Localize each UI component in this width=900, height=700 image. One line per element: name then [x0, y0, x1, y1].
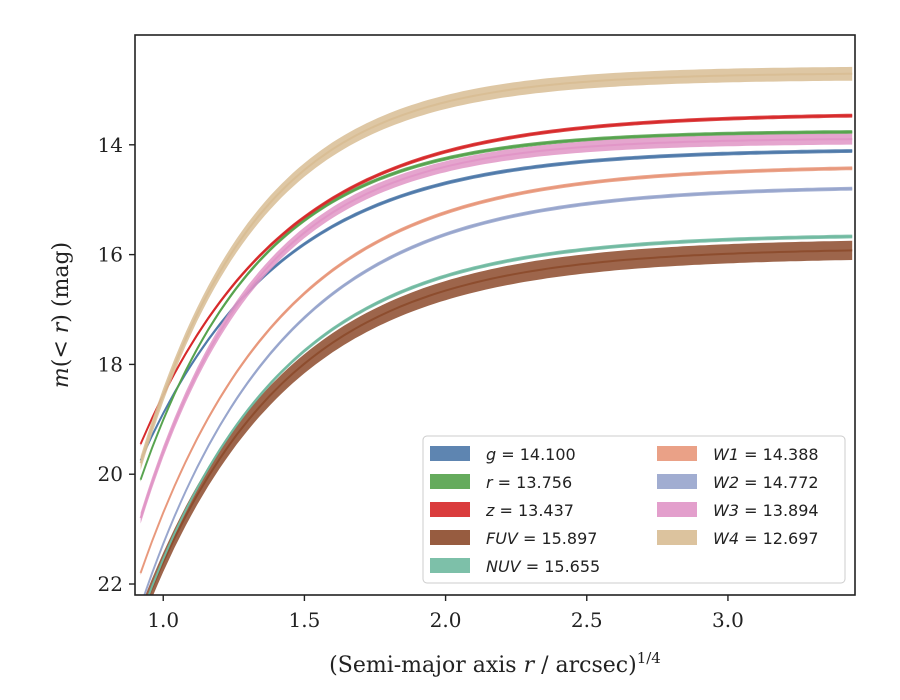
- legend-swatch: [657, 502, 697, 517]
- legend-box: [422, 435, 846, 584]
- x-axis-label: (Semi-major axis r / arcsec)1/4: [329, 649, 661, 678]
- x-tick-label: 1.5: [289, 608, 321, 632]
- series-line-nuv: [147, 235, 853, 595]
- legend-label: z = 13.437: [485, 501, 574, 520]
- curve-layer: [139, 66, 853, 595]
- legend-swatch: [657, 446, 697, 461]
- legend-label: r = 13.756: [486, 473, 572, 492]
- series-line-r: [139, 131, 853, 481]
- legend-label: W1 = 14.388: [713, 445, 819, 464]
- x-tick-label: 2.0: [430, 608, 462, 632]
- legend-label: W2 = 14.772: [713, 473, 819, 492]
- legend-label: W4 = 12.697: [713, 529, 819, 548]
- legend-swatch: [657, 530, 697, 545]
- legend-swatch: [430, 558, 470, 573]
- series-line-fuv: [148, 249, 853, 595]
- legend-label: g = 14.100: [486, 445, 576, 464]
- x-tick-label: 2.5: [571, 608, 603, 632]
- legend-swatch: [430, 530, 470, 545]
- legend-label: NUV = 15.655: [486, 557, 600, 576]
- x-axis: 1.0 1.5 2.0 2.5 3.0: [147, 595, 744, 632]
- legend: g = 14.100 r = 13.756 z = 13.437 FUV = 15.8…: [422, 435, 846, 584]
- y-tick-label: 16: [98, 243, 123, 267]
- y-tick-label: 22: [98, 572, 123, 596]
- series-line-w2: [143, 187, 853, 595]
- series-line-z: [139, 114, 853, 445]
- legend-label: W3 = 13.894: [713, 501, 819, 520]
- legend-swatch: [657, 474, 697, 489]
- y-tick-label: 20: [98, 462, 123, 486]
- y-tick-label: 18: [98, 352, 123, 376]
- legend-swatch: [430, 502, 470, 517]
- series-line-w3: [139, 138, 853, 519]
- x-tick-label: 3.0: [712, 608, 744, 632]
- y-tick-label: 14: [98, 133, 123, 157]
- legend-label: FUV = 15.897: [486, 529, 597, 548]
- series-line-w4: [139, 72, 853, 464]
- x-tick-label: 1.0: [147, 608, 179, 632]
- y-axis-label: m(< r) (mag): [49, 242, 74, 388]
- series-line-w1: [139, 167, 853, 574]
- plot-frame: [134, 34, 856, 596]
- legend-swatch: [430, 446, 470, 461]
- y-axis: 14 16 18 20 22: [98, 133, 135, 596]
- legend-swatch: [430, 474, 470, 489]
